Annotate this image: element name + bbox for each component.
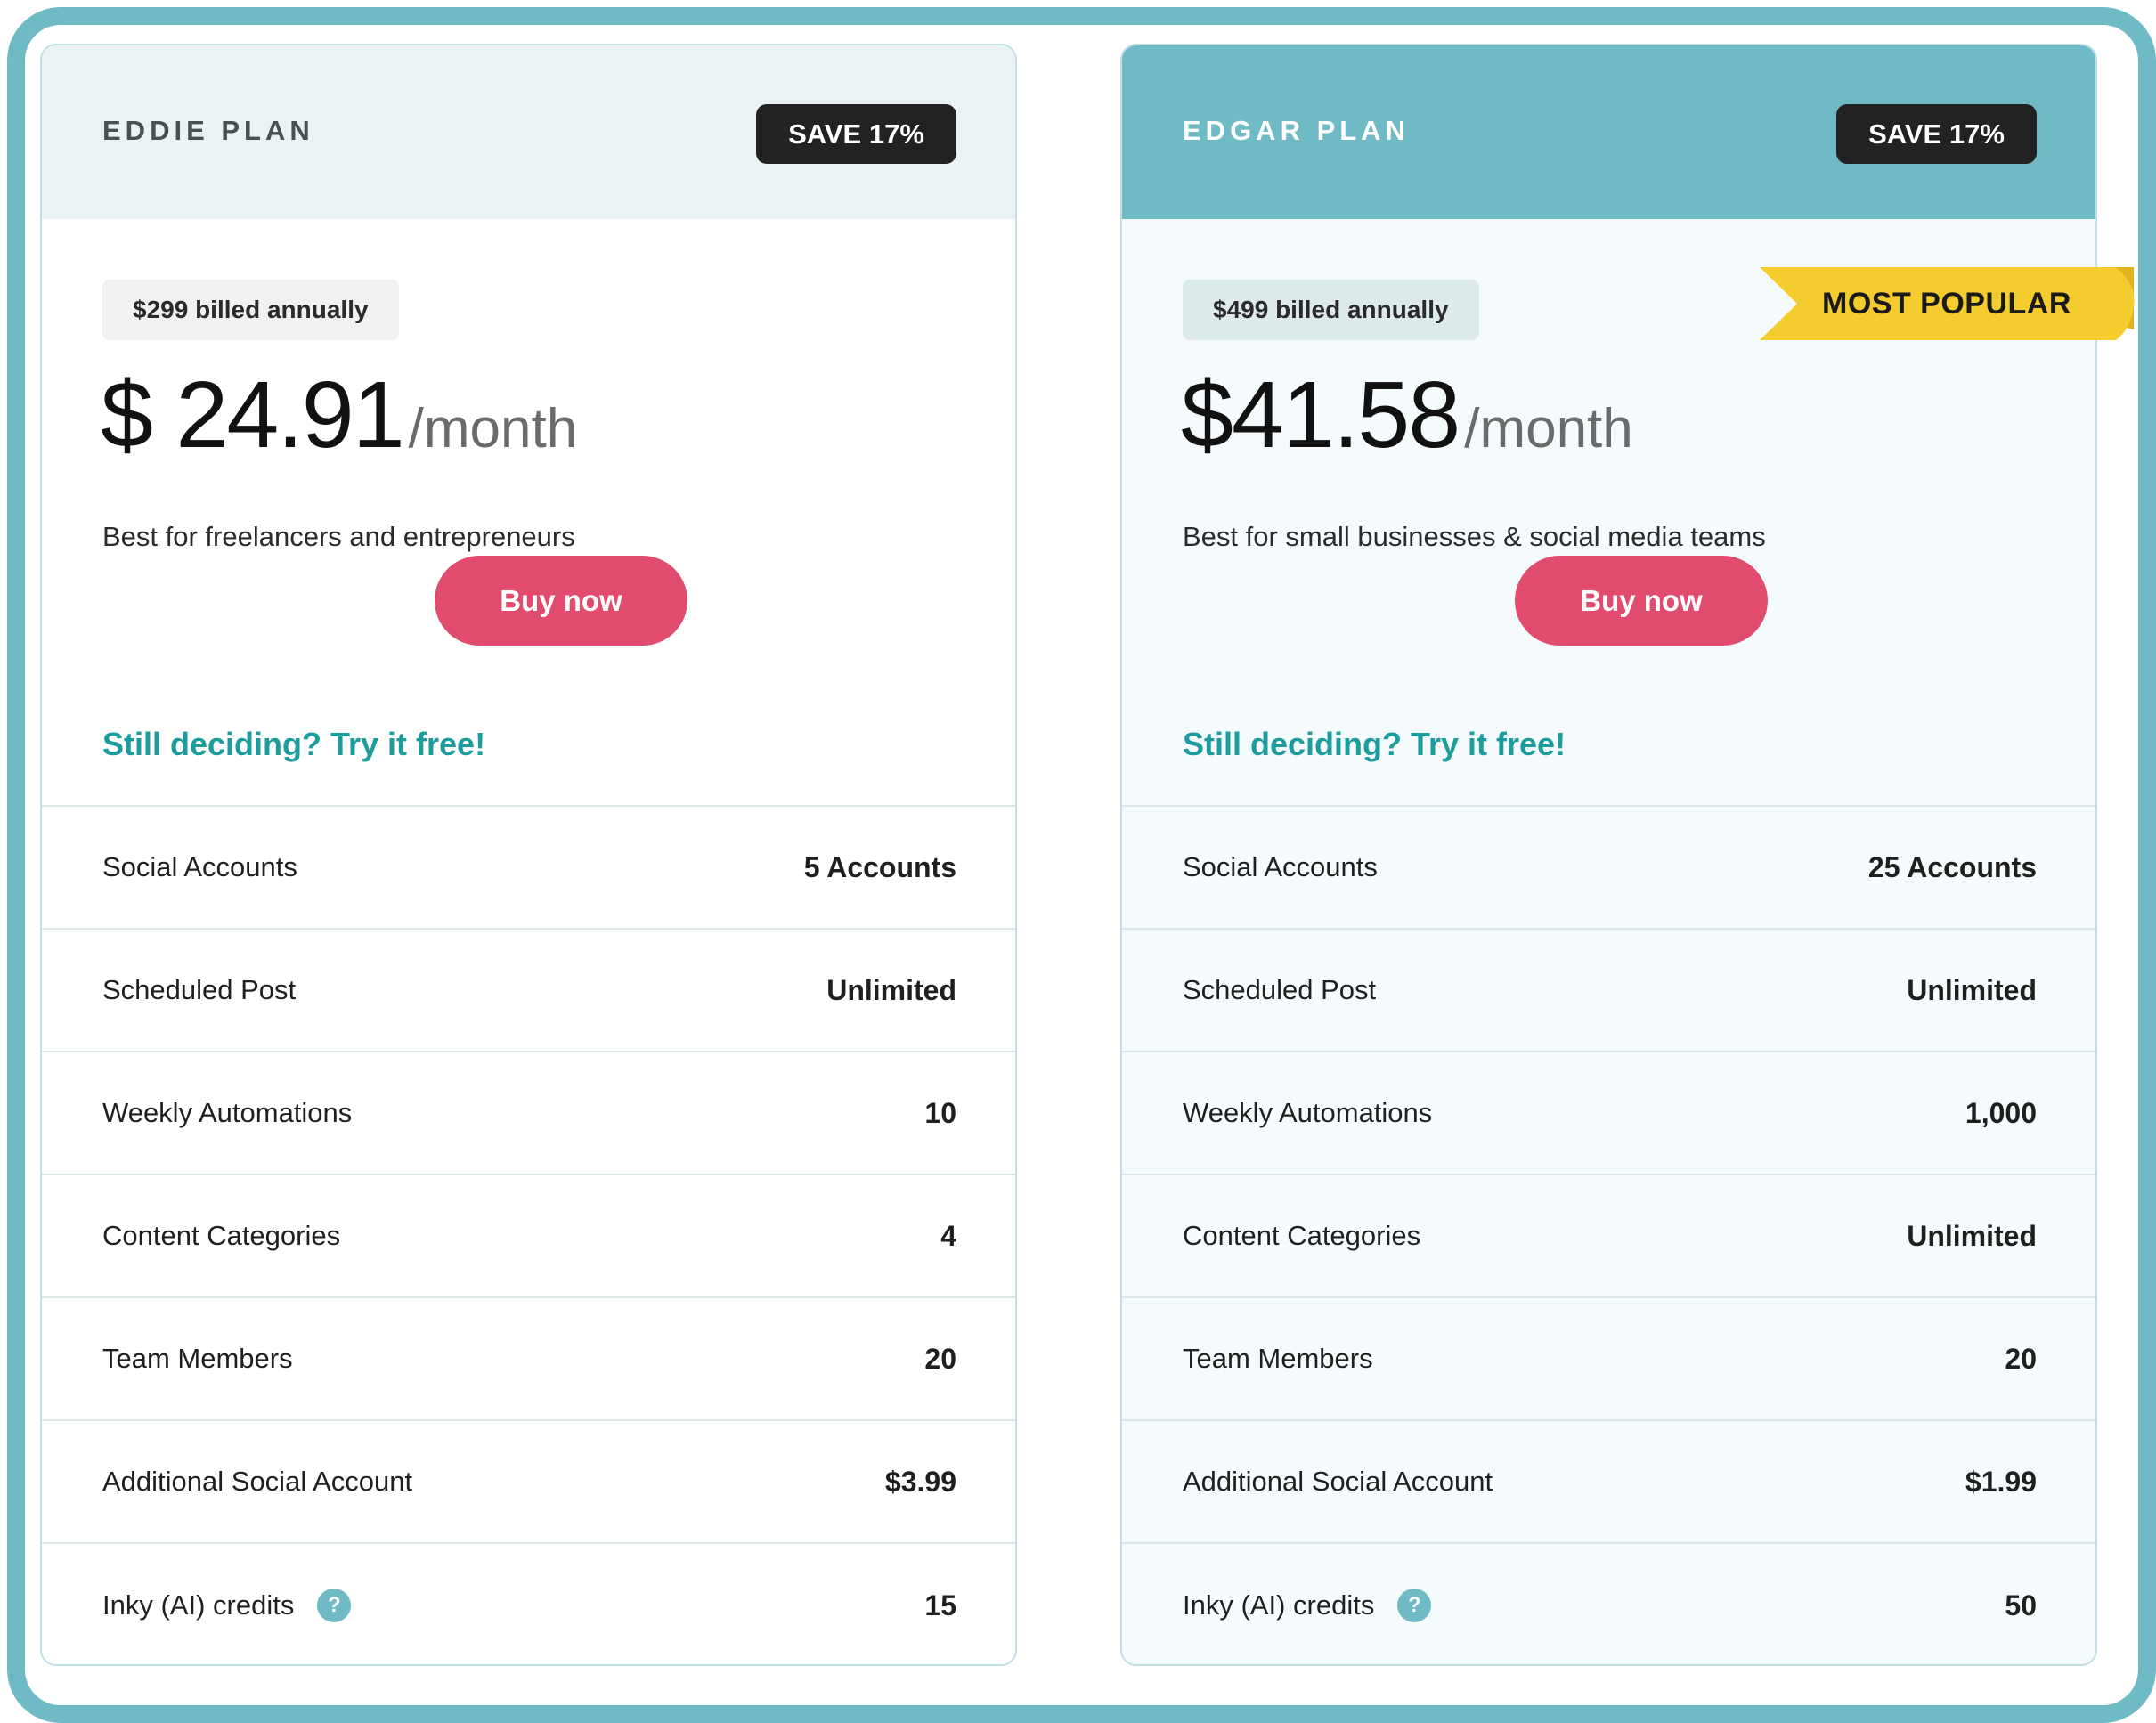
feature-row-team-members: Team Members 20 <box>1122 1298 2095 1421</box>
free-trial-link[interactable]: Still deciding? Try it free! <box>102 726 486 762</box>
feature-label: Scheduled Post <box>1183 974 1377 1005</box>
plan-name: EDGAR PLAN <box>1183 115 1410 146</box>
buy-now-button[interactable]: Buy now <box>1515 556 1768 646</box>
feature-label: Scheduled Post <box>102 974 297 1005</box>
save-badge: SAVE 17% <box>1836 104 2037 164</box>
feature-value: 4 <box>940 1219 956 1252</box>
feature-row-social-accounts: Social Accounts 25 Accounts <box>1122 807 2095 930</box>
feature-row-content-categories: Content Categories Unlimited <box>1122 1175 2095 1298</box>
feature-row-scheduled-post: Scheduled Post Unlimited <box>42 930 1015 1052</box>
billed-annually-badge: $499 billed annually <box>1183 280 1479 340</box>
feature-label: Content Categories <box>102 1220 341 1251</box>
feature-value: 5 Accounts <box>803 850 956 883</box>
price-period: /month <box>408 398 578 459</box>
feature-label: Additional Social Account <box>1183 1466 1493 1497</box>
feature-row-additional-social-account: Additional Social Account $3.99 <box>42 1421 1015 1544</box>
feature-value: Unlimited <box>1907 973 2037 1006</box>
price-row: $41.58 /month <box>1181 362 1633 469</box>
feature-row-social-accounts: Social Accounts 5 Accounts <box>42 807 1015 930</box>
feature-label: Inky (AI) credits <box>1183 1589 1375 1621</box>
feature-value: 25 Accounts <box>1867 850 2037 883</box>
feature-row-inky-credits: Inky (AI) credits ? 15 <box>42 1544 1015 1664</box>
help-icon[interactable]: ? <box>1397 1589 1432 1622</box>
price: $41.58 <box>1181 362 1460 467</box>
feature-label: Additional Social Account <box>102 1466 413 1497</box>
free-trial-link[interactable]: Still deciding? Try it free! <box>1183 726 1566 762</box>
feature-value: Unlimited <box>826 973 956 1006</box>
billed-annually-badge: $299 billed annually <box>102 280 399 340</box>
feature-row-additional-social-account: Additional Social Account $1.99 <box>1122 1421 2095 1544</box>
help-icon[interactable]: ? <box>317 1589 352 1622</box>
ribbon-label: MOST POPULAR <box>1822 286 2071 321</box>
feature-value: 10 <box>924 1096 956 1129</box>
feature-label-with-help: Inky (AI) credits ? <box>1183 1589 1432 1622</box>
buy-now-button[interactable]: Buy now <box>435 556 687 646</box>
price-row: $ 24.91 /month <box>101 362 577 469</box>
feature-value: 20 <box>2005 1342 2037 1375</box>
most-popular-ribbon: MOST POPULAR <box>1760 267 2137 340</box>
feature-row-scheduled-post: Scheduled Post Unlimited <box>1122 930 2095 1052</box>
feature-label: Social Accounts <box>1183 851 1378 882</box>
feature-label: Weekly Automations <box>102 1097 353 1128</box>
plan-header: EDGAR PLAN SAVE 17% <box>1122 45 2095 219</box>
feature-list: Social Accounts 25 Accounts Scheduled Po… <box>1122 805 2095 1664</box>
feature-row-inky-credits: Inky (AI) credits ? 50 <box>1122 1544 2095 1664</box>
plan-header: EDDIE PLAN SAVE 17% <box>42 45 1015 219</box>
feature-value: $1.99 <box>1965 1465 2037 1498</box>
feature-value: $3.99 <box>884 1465 956 1498</box>
feature-value: 20 <box>924 1342 956 1375</box>
ribbon-shape <box>1760 267 2135 340</box>
feature-label: Weekly Automations <box>1183 1097 1433 1128</box>
feature-row-team-members: Team Members 20 <box>42 1298 1015 1421</box>
feature-label: Team Members <box>1183 1343 1373 1374</box>
feature-value: 15 <box>924 1589 956 1621</box>
plan-tagline: Best for freelancers and entrepreneurs <box>102 521 575 552</box>
feature-value: 1,000 <box>1965 1096 2037 1129</box>
plan-card-eddie: EDDIE PLAN SAVE 17% $299 billed annually… <box>40 44 1017 1666</box>
plan-name: EDDIE PLAN <box>102 115 314 146</box>
plan-tagline: Best for small businesses & social media… <box>1183 521 1766 552</box>
feature-label: Team Members <box>102 1343 293 1374</box>
feature-label: Social Accounts <box>102 851 297 882</box>
feature-label: Inky (AI) credits <box>102 1589 295 1621</box>
feature-label: Content Categories <box>1183 1220 1421 1251</box>
price: $ 24.91 <box>101 362 405 467</box>
save-badge: SAVE 17% <box>756 104 956 164</box>
feature-row-weekly-automations: Weekly Automations 10 <box>42 1052 1015 1175</box>
feature-label-with-help: Inky (AI) credits ? <box>102 1589 352 1622</box>
price-period: /month <box>1464 398 1633 459</box>
feature-value: Unlimited <box>1907 1219 2037 1252</box>
feature-value: 50 <box>2005 1589 2037 1621</box>
feature-row-weekly-automations: Weekly Automations 1,000 <box>1122 1052 2095 1175</box>
feature-row-content-categories: Content Categories 4 <box>42 1175 1015 1298</box>
feature-list: Social Accounts 5 Accounts Scheduled Pos… <box>42 805 1015 1664</box>
